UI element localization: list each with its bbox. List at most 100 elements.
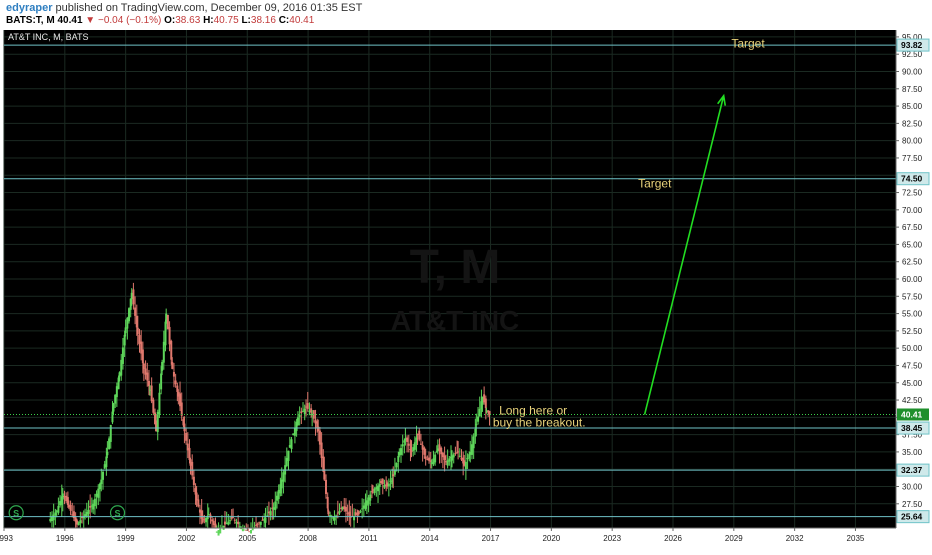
candle — [77, 522, 80, 525]
candle — [164, 321, 167, 346]
candle — [349, 516, 352, 518]
candle — [182, 419, 185, 426]
candle — [121, 347, 124, 364]
candle — [287, 450, 290, 462]
candle — [128, 308, 131, 322]
candle — [174, 380, 177, 385]
candle — [423, 447, 426, 455]
candle — [249, 530, 252, 534]
candle — [282, 472, 285, 482]
candle — [191, 461, 194, 476]
candle — [280, 479, 283, 489]
arrow-head-icon — [717, 93, 727, 106]
time-tick-label: 2035 — [847, 534, 865, 543]
candle — [322, 456, 325, 472]
price-tick-label: 42.50 — [902, 396, 923, 405]
candle — [95, 493, 98, 497]
candle — [225, 523, 228, 525]
candle — [386, 482, 389, 487]
time-tick-label: 2002 — [178, 534, 196, 543]
candle — [101, 471, 104, 480]
candle — [341, 507, 344, 510]
candle — [227, 521, 230, 525]
candle — [140, 341, 143, 354]
candle — [373, 488, 376, 494]
candle — [450, 456, 453, 459]
candle — [79, 520, 82, 524]
candle — [395, 462, 398, 468]
candle — [451, 455, 454, 461]
candle — [136, 327, 139, 335]
candle — [156, 411, 159, 433]
symbol-label: BATS:T, M — [6, 15, 55, 26]
candle — [172, 372, 175, 377]
candle — [124, 327, 127, 334]
level-price-label: 32.37 — [901, 465, 923, 475]
candle — [269, 511, 272, 516]
candle — [444, 461, 447, 463]
candle — [267, 511, 270, 514]
price-axis[interactable]: 95.00 92.50 90.00 87.50 85.00 82.50 80.00 77.50… — [895, 30, 930, 528]
candle — [150, 385, 153, 402]
candle — [354, 512, 357, 516]
author-link[interactable]: edyraper — [6, 2, 53, 14]
candle — [393, 469, 396, 475]
candle — [462, 457, 465, 464]
candle — [485, 410, 488, 412]
horizontal-levels[interactable] — [4, 44, 896, 518]
time-tick-label: 2005 — [238, 534, 256, 543]
candle — [343, 506, 346, 510]
candle — [430, 462, 433, 464]
candle — [329, 515, 332, 517]
candle — [50, 516, 53, 522]
candle — [223, 521, 226, 525]
candle — [186, 443, 189, 451]
candle — [327, 510, 330, 515]
candle — [206, 515, 209, 520]
candle — [237, 521, 240, 525]
candle — [397, 455, 400, 463]
time-tick-label: 2008 — [299, 534, 317, 543]
candle — [302, 410, 305, 412]
candle — [75, 520, 78, 525]
candle — [261, 519, 264, 521]
candle — [426, 458, 429, 460]
price-chart[interactable]: T, M AT&T INC 95.00 92.50 90.00 87.50 85.00 8… — [0, 28, 932, 550]
candle — [460, 457, 463, 460]
annotation-text: Target — [731, 36, 765, 50]
candle — [484, 398, 487, 409]
candle — [55, 510, 58, 512]
price-tick-label: 35.00 — [902, 448, 923, 457]
chart-area[interactable]: T, M AT&T INC 95.00 92.50 90.00 87.50 85.00 8… — [0, 28, 932, 550]
candle — [130, 292, 133, 300]
level-price-badge — [896, 510, 930, 524]
open-label: O: — [164, 15, 176, 26]
annotation-text: Target — [638, 177, 672, 191]
candle — [446, 460, 449, 466]
candle — [205, 517, 208, 523]
candle — [407, 443, 410, 446]
candle — [353, 516, 356, 521]
candle — [71, 514, 74, 516]
candle — [478, 408, 481, 417]
candle — [295, 421, 298, 431]
time-tick-label: 2020 — [542, 534, 560, 543]
price-tick-label: 92.50 — [902, 50, 923, 59]
split-marker-icon — [109, 505, 126, 521]
candle — [158, 392, 161, 415]
candle — [200, 510, 203, 519]
candle — [416, 433, 419, 435]
candle — [142, 363, 145, 369]
candle — [415, 437, 418, 443]
candle — [367, 497, 370, 505]
candle — [118, 372, 121, 377]
candle — [84, 514, 87, 517]
candle — [192, 476, 195, 485]
candle — [314, 420, 317, 424]
candle — [488, 411, 491, 415]
change-value: −0.04 (−0.1%) — [97, 15, 162, 26]
candle — [161, 362, 164, 371]
candle — [413, 442, 416, 450]
